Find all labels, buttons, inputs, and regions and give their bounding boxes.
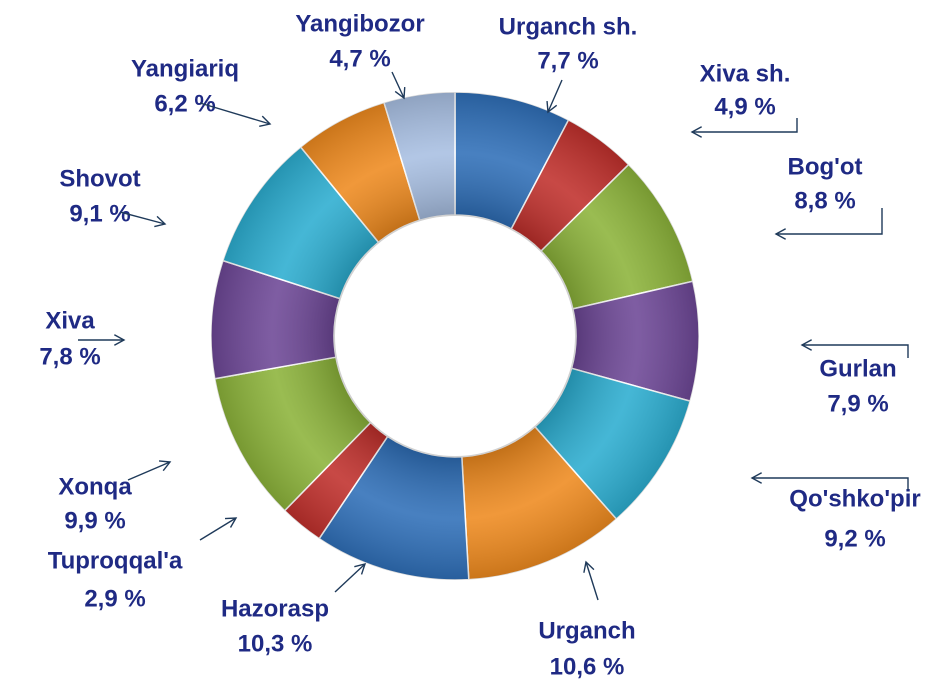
leader-line — [199, 517, 237, 541]
leader-line — [334, 563, 366, 593]
value-label: 8,8 % — [794, 187, 855, 214]
category-label: Shovot — [59, 165, 140, 192]
value-label: 9,1 % — [69, 200, 130, 227]
value-label: 10,6 % — [550, 653, 625, 680]
category-label: Yangibozor — [295, 10, 424, 37]
value-label: 4,9 % — [714, 93, 775, 120]
category-label: Qo'shko'pir — [789, 485, 920, 512]
category-label: Bog'ot — [787, 153, 862, 180]
donut — [210, 91, 700, 581]
arrow-head — [354, 563, 367, 575]
arrow-head — [158, 460, 172, 472]
arrow-head — [114, 334, 126, 346]
value-label: 7,7 % — [537, 47, 598, 74]
arrow-head — [154, 215, 167, 228]
arrow-head — [546, 100, 558, 114]
value-label: 4,7 % — [329, 45, 390, 72]
category-label: Xiva — [45, 307, 95, 334]
arrow-head — [583, 560, 595, 573]
leader-line — [752, 477, 909, 490]
category-label: Urganch — [538, 617, 635, 644]
arrow-head — [224, 517, 238, 528]
arrow-head — [800, 339, 812, 351]
leader-line — [547, 79, 563, 113]
value-label: 9,2 % — [824, 525, 885, 552]
hole — [335, 216, 575, 456]
category-label: Yangiariq — [131, 55, 239, 82]
leader-line — [585, 561, 599, 601]
category-label: Xiva sh. — [700, 60, 791, 87]
value-label: 6,2 % — [154, 90, 215, 117]
labels: Urganch sh. 7,7 % Xiva sh. 4,9 % Bog'ot 8,8 %… — [39, 10, 920, 680]
leader-line — [391, 71, 405, 99]
leader-line — [127, 461, 171, 481]
value-label: 9,9 % — [64, 507, 125, 534]
arrow-head — [259, 115, 272, 127]
value-label: 7,8 % — [39, 343, 100, 370]
value-label: 2,9 % — [84, 585, 145, 612]
leader-line — [199, 102, 271, 125]
arrow-head — [774, 228, 786, 240]
leader-line — [692, 118, 798, 133]
category-label: Urganch sh. — [499, 13, 638, 40]
value-label: 10,3 % — [238, 630, 313, 657]
category-label: Tuproqqal'a — [48, 547, 183, 574]
arrow-head — [690, 126, 702, 138]
category-label: Gurlan — [819, 355, 896, 382]
arrow-head — [750, 472, 762, 484]
leader-line — [119, 211, 166, 225]
leader-line — [776, 208, 883, 235]
category-label: Hazorasp — [221, 595, 329, 622]
leader-line — [802, 344, 909, 358]
arrow-head — [394, 86, 406, 100]
value-label: 7,9 % — [827, 390, 888, 417]
category-label: Xonqa — [58, 473, 132, 500]
